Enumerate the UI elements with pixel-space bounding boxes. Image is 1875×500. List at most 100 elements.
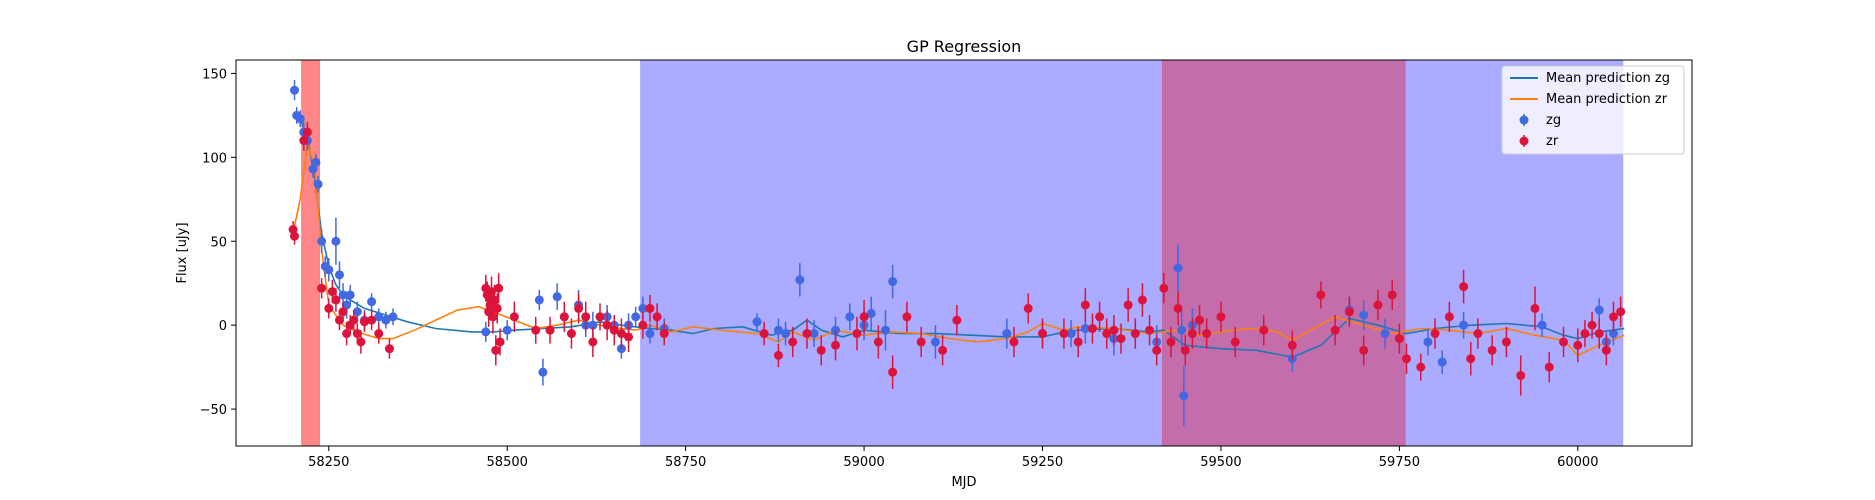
data-point-zr <box>581 312 591 322</box>
data-point-zr <box>359 317 369 327</box>
data-point-zg <box>866 308 876 318</box>
mean-prediction-line-zr <box>292 143 1625 357</box>
plot-frame <box>235 59 1693 447</box>
data-point-zr <box>492 303 502 313</box>
data-point-zg <box>538 367 548 377</box>
data-point-zr <box>859 312 869 322</box>
data-point-zr <box>1137 295 1147 305</box>
data-point-zr <box>1573 340 1583 350</box>
data-point-zr <box>1173 303 1183 313</box>
data-point-zr <box>559 312 569 322</box>
data-point-zr <box>356 337 366 347</box>
data-point-zr <box>602 320 612 330</box>
data-point-zg <box>352 307 362 317</box>
data-point-zg <box>1608 329 1618 339</box>
data-point-zr <box>1530 303 1540 313</box>
data-point-zg <box>374 312 384 322</box>
data-point-zr <box>1544 362 1554 372</box>
data-point-zr <box>1559 337 1569 347</box>
data-point-zr <box>609 325 619 335</box>
data-point-zr <box>1109 325 1119 335</box>
data-point-zr <box>902 312 912 322</box>
data-point-zg <box>334 270 344 280</box>
data-point-zr <box>788 337 798 347</box>
data-point-zr <box>916 337 926 347</box>
data-point-zg <box>1173 263 1183 273</box>
data-point-zr <box>288 225 298 235</box>
data-point-zr <box>816 345 826 355</box>
legend-label-zg-mean: Mean prediction zg <box>1546 71 1670 86</box>
data-point-zg <box>342 300 352 310</box>
shaded-region-1 <box>640 60 1624 446</box>
data-point-zg <box>795 275 805 285</box>
data-point-zr <box>1202 329 1212 339</box>
data-point-zr <box>324 303 334 313</box>
x-tick-label: 58750 <box>665 455 706 470</box>
data-point-zg <box>331 236 341 246</box>
data-point-zr <box>652 312 662 322</box>
data-point-zr <box>888 367 898 377</box>
data-point-zr <box>1216 312 1226 322</box>
data-point-zg <box>345 290 355 300</box>
data-point-zr <box>1102 329 1112 339</box>
y-axis-ticks: −50 0 50 100 150 <box>200 67 236 418</box>
data-point-zg <box>295 114 305 124</box>
data-point-zr <box>1394 334 1404 344</box>
data-point-zg <box>638 303 648 313</box>
data-point-zg <box>1437 357 1447 367</box>
data-point-zg <box>1002 329 1012 339</box>
data-point-zg <box>324 265 334 275</box>
data-point-zr <box>1601 345 1611 355</box>
data-point-zg <box>645 329 655 339</box>
legend-box <box>1501 65 1685 155</box>
data-point-zr <box>1230 337 1240 347</box>
data-point-zr <box>331 295 341 305</box>
data-point-zr <box>873 337 883 347</box>
data-point-zr <box>1459 282 1469 292</box>
data-point-zr <box>1580 329 1590 339</box>
data-point-zr <box>1116 334 1126 344</box>
data-point-zr <box>773 350 783 360</box>
data-points <box>288 80 1626 426</box>
y-tick-label: 0 <box>219 319 227 334</box>
data-point-zr <box>588 337 598 347</box>
data-point-zg <box>1080 324 1090 334</box>
data-point-zr <box>545 325 555 335</box>
legend-label-zg: zg <box>1546 113 1561 128</box>
data-point-zr <box>1080 300 1090 310</box>
data-point-zr <box>374 329 384 339</box>
data-point-zr <box>952 315 962 325</box>
data-point-zg <box>930 337 940 347</box>
x-tick-label: 58250 <box>308 455 349 470</box>
data-point-zr <box>1594 329 1604 339</box>
data-point-zg <box>1594 305 1604 315</box>
data-point-zr <box>802 329 812 339</box>
data-point-zr <box>1187 329 1197 339</box>
data-point-zr <box>938 345 948 355</box>
y-tick-label: 100 <box>202 151 227 166</box>
data-point-zr <box>1444 312 1454 322</box>
data-point-zr <box>1180 345 1190 355</box>
data-point-zg <box>752 317 762 327</box>
data-point-zr <box>1359 345 1369 355</box>
x-axis-label: MJD <box>951 475 976 490</box>
data-point-zr <box>1501 337 1511 347</box>
data-point-zr <box>1516 371 1526 381</box>
y-tick-label: 50 <box>210 235 227 250</box>
data-point-zg <box>481 327 491 337</box>
data-point-zr <box>1402 354 1412 364</box>
x-tick-label: 59000 <box>843 455 884 470</box>
data-point-zr <box>342 329 352 339</box>
data-point-zr <box>384 344 394 354</box>
data-point-zr <box>1009 337 1019 347</box>
data-point-zr <box>1059 329 1069 339</box>
data-point-zr <box>831 340 841 350</box>
x-axis-ticks: 58250 58500 58750 59000 59250 59500 59750 60000 <box>308 446 1598 470</box>
data-point-zr <box>852 329 862 339</box>
data-point-zg <box>631 312 641 322</box>
data-point-zr <box>1259 325 1269 335</box>
data-point-zr <box>1145 325 1155 335</box>
data-point-zg <box>1359 310 1369 320</box>
data-point-zg <box>1066 329 1076 339</box>
